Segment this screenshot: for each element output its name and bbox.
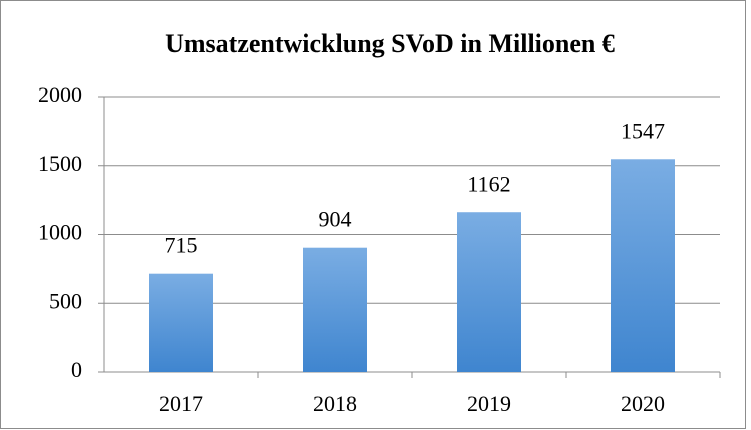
x-tick-label: 2019 bbox=[467, 391, 511, 416]
data-label: 1162 bbox=[467, 171, 510, 196]
data-label: 1547 bbox=[621, 118, 665, 143]
bar bbox=[457, 212, 521, 372]
bar bbox=[149, 273, 213, 372]
y-tick-label: 2000 bbox=[38, 82, 82, 107]
bar bbox=[611, 159, 675, 372]
x-tick-label: 2020 bbox=[621, 391, 665, 416]
data-label: 715 bbox=[165, 233, 198, 258]
bar bbox=[303, 247, 367, 372]
x-tick-label: 2018 bbox=[313, 391, 357, 416]
y-tick-label: 500 bbox=[49, 288, 82, 313]
data-label: 904 bbox=[319, 207, 352, 232]
y-tick-label: 0 bbox=[71, 357, 82, 382]
y-tick-label: 1000 bbox=[38, 220, 82, 245]
chart-title: Umsatzentwicklung SVoD in Millionen € bbox=[165, 29, 615, 58]
y-tick-label: 1500 bbox=[38, 151, 82, 176]
x-tick-label: 2017 bbox=[159, 391, 203, 416]
